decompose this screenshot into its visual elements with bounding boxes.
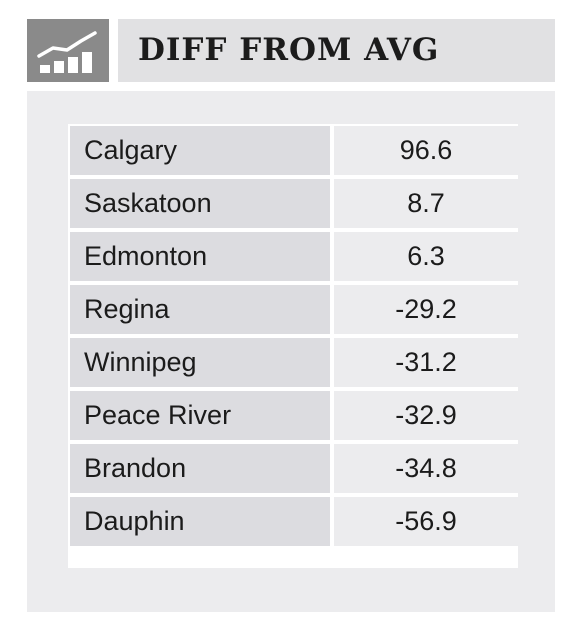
- city-cell: Saskatoon: [70, 175, 330, 228]
- data-table: Calgary 96.6 Saskatoon 8.7 Edmonton 6.3 Regina…: [70, 126, 518, 546]
- table-row: Saskatoon 8.7: [70, 175, 518, 228]
- bar-chart-trend-icon: [37, 31, 97, 73]
- table-row: Dauphin -56.9: [70, 493, 518, 546]
- value-cell: -56.9: [330, 493, 518, 546]
- table-row: Edmonton 6.3: [70, 228, 518, 281]
- value-cell: -31.2: [330, 334, 518, 387]
- value-cell: -34.8: [330, 440, 518, 493]
- city-cell: Regina: [70, 281, 330, 334]
- table-body: Calgary 96.6 Saskatoon 8.7 Edmonton 6.3 Regina…: [70, 126, 518, 546]
- table-row: Winnipeg -31.2: [70, 334, 518, 387]
- city-cell: Peace River: [70, 387, 330, 440]
- city-cell: Calgary: [70, 126, 330, 175]
- city-cell: Brandon: [70, 440, 330, 493]
- title-bar: DIFF FROM AVG: [118, 19, 555, 82]
- city-cell: Dauphin: [70, 493, 330, 546]
- value-cell: -29.2: [330, 281, 518, 334]
- value-cell: -32.9: [330, 387, 518, 440]
- value-cell: 6.3: [330, 228, 518, 281]
- table-row: Peace River -32.9: [70, 387, 518, 440]
- table-row: Brandon -34.8: [70, 440, 518, 493]
- table-panel: Calgary 96.6 Saskatoon 8.7 Edmonton 6.3 Regina…: [27, 91, 555, 612]
- table-row: Regina -29.2: [70, 281, 518, 334]
- city-cell: Edmonton: [70, 228, 330, 281]
- table-frame: Calgary 96.6 Saskatoon 8.7 Edmonton 6.3 Regina…: [68, 124, 518, 568]
- chart-title: DIFF FROM AVG: [138, 32, 440, 68]
- header-icon-box: [27, 19, 109, 82]
- value-cell: 96.6: [330, 126, 518, 175]
- table-row: Calgary 96.6: [70, 126, 518, 175]
- city-cell: Winnipeg: [70, 334, 330, 387]
- value-cell: 8.7: [330, 175, 518, 228]
